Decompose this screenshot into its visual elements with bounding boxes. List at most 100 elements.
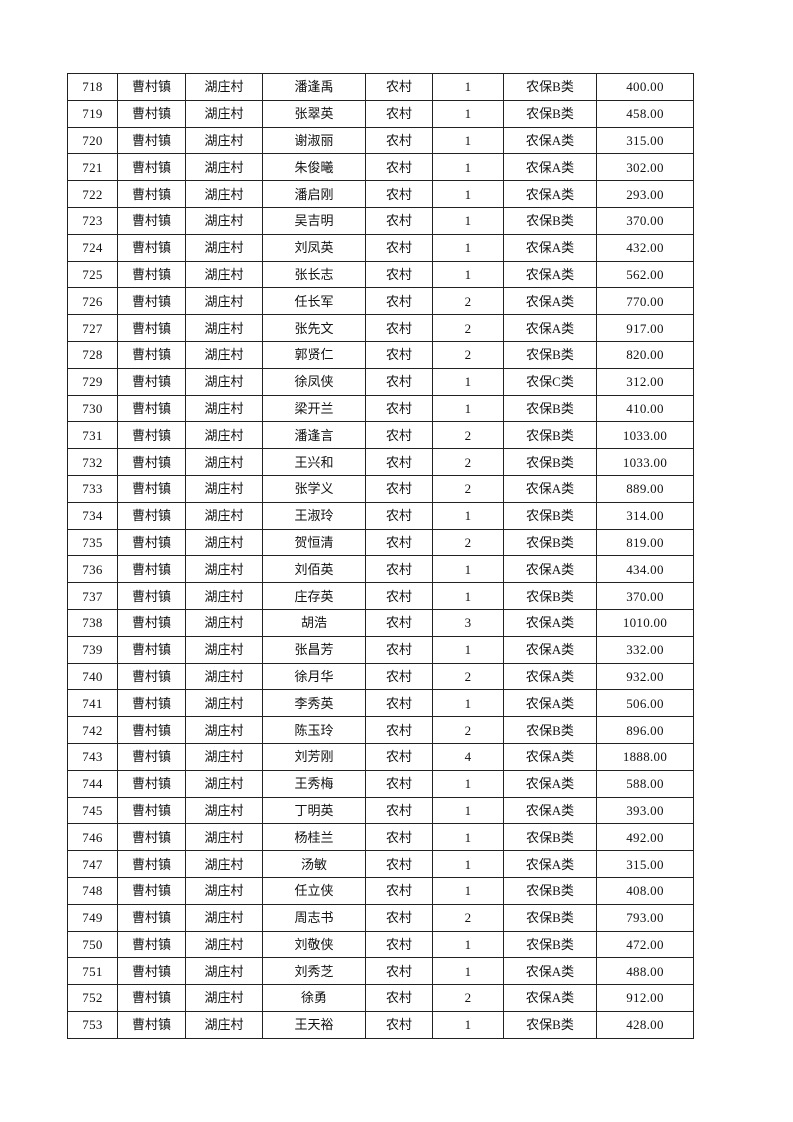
- cell-insurance-category: 农保B类: [503, 1010, 597, 1039]
- cell-person-count: 1: [432, 957, 504, 986]
- cell-town: 曹村镇: [117, 314, 186, 342]
- cell-town: 曹村镇: [117, 474, 186, 503]
- cell-row-number: 732: [67, 448, 118, 476]
- table-row: 727 曹村镇 湖庄村 张先文 农村 2 农保A类 917.00: [67, 314, 694, 342]
- cell-row-number: 727: [67, 314, 118, 342]
- cell-person-count: 1: [432, 635, 504, 664]
- cell-person-count: 1: [432, 796, 504, 825]
- table-row: 719 曹村镇 湖庄村 张翠英 农村 1 农保B类 458.00: [67, 99, 694, 128]
- cell-town: 曹村镇: [117, 260, 186, 289]
- cell-name: 贺恒清: [262, 528, 366, 557]
- cell-town: 曹村镇: [117, 180, 186, 208]
- cell-amount: 770.00: [596, 287, 694, 316]
- cell-village: 湖庄村: [185, 582, 263, 610]
- cell-name: 刘佰英: [262, 555, 366, 584]
- cell-row-number: 753: [67, 1010, 118, 1039]
- cell-name: 汤敏: [262, 850, 366, 878]
- cell-town: 曹村镇: [117, 796, 186, 825]
- cell-village: 湖庄村: [185, 421, 263, 450]
- cell-person-count: 1: [432, 126, 504, 155]
- cell-town: 曹村镇: [117, 716, 186, 744]
- table-row: 751 曹村镇 湖庄村 刘秀芝 农村 1 农保A类 488.00: [67, 957, 694, 986]
- table-row: 752 曹村镇 湖庄村 徐勇 农村 2 农保A类 912.00: [67, 984, 694, 1012]
- cell-row-number: 750: [67, 930, 118, 959]
- cell-amount: 820.00: [596, 340, 694, 369]
- cell-village: 湖庄村: [185, 528, 263, 557]
- cell-insurance-category: 农保B类: [503, 73, 597, 101]
- cell-household-type: 农村: [365, 930, 433, 959]
- table-row: 721 曹村镇 湖庄村 朱俊曦 农村 1 农保A类 302.00: [67, 153, 694, 182]
- cell-village: 湖庄村: [185, 689, 263, 718]
- table-row: 728 曹村镇 湖庄村 郭贤仁 农村 2 农保B类 820.00: [67, 340, 694, 369]
- cell-person-count: 3: [432, 608, 504, 637]
- table-row: 746 曹村镇 湖庄村 杨桂兰 农村 1 农保B类 492.00: [67, 823, 694, 852]
- cell-row-number: 739: [67, 635, 118, 664]
- cell-household-type: 农村: [365, 287, 433, 316]
- cell-household-type: 农村: [365, 474, 433, 503]
- cell-row-number: 730: [67, 394, 118, 423]
- cell-name: 刘凤英: [262, 233, 366, 262]
- cell-household-type: 农村: [365, 421, 433, 450]
- cell-amount: 315.00: [596, 126, 694, 155]
- cell-household-type: 农村: [365, 260, 433, 289]
- cell-amount: 917.00: [596, 314, 694, 342]
- cell-person-count: 4: [432, 742, 504, 771]
- cell-person-count: 1: [432, 99, 504, 128]
- cell-household-type: 农村: [365, 501, 433, 530]
- cell-household-type: 农村: [365, 850, 433, 878]
- cell-row-number: 752: [67, 984, 118, 1012]
- cell-town: 曹村镇: [117, 367, 186, 396]
- cell-amount: 932.00: [596, 662, 694, 691]
- cell-town: 曹村镇: [117, 501, 186, 530]
- cell-row-number: 745: [67, 796, 118, 825]
- cell-amount: 410.00: [596, 394, 694, 423]
- cell-person-count: 1: [432, 689, 504, 718]
- table-row: 743 曹村镇 湖庄村 刘芳刚 农村 4 农保A类 1888.00: [67, 742, 694, 771]
- cell-row-number: 729: [67, 367, 118, 396]
- cell-insurance-category: 农保A类: [503, 126, 597, 155]
- cell-name: 庄存英: [262, 582, 366, 610]
- cell-village: 湖庄村: [185, 662, 263, 691]
- cell-town: 曹村镇: [117, 876, 186, 905]
- cell-village: 湖庄村: [185, 180, 263, 208]
- cell-person-count: 1: [432, 180, 504, 208]
- cell-household-type: 农村: [365, 555, 433, 584]
- cell-village: 湖庄村: [185, 635, 263, 664]
- cell-town: 曹村镇: [117, 126, 186, 155]
- cell-name: 李秀英: [262, 689, 366, 718]
- cell-name: 陈玉玲: [262, 716, 366, 744]
- cell-amount: 314.00: [596, 501, 694, 530]
- cell-village: 湖庄村: [185, 287, 263, 316]
- table-row: 747 曹村镇 湖庄村 汤敏 农村 1 农保A类 315.00: [67, 850, 694, 878]
- cell-insurance-category: 农保A类: [503, 850, 597, 878]
- cell-insurance-category: 农保B类: [503, 501, 597, 530]
- cell-row-number: 738: [67, 608, 118, 637]
- table-row: 744 曹村镇 湖庄村 王秀梅 农村 1 农保A类 588.00: [67, 769, 694, 798]
- cell-name: 丁明英: [262, 796, 366, 825]
- table-row: 723 曹村镇 湖庄村 吴吉明 农村 1 农保B类 370.00: [67, 206, 694, 235]
- cell-person-count: 2: [432, 716, 504, 744]
- table-row: 738 曹村镇 湖庄村 胡浩 农村 3 农保A类 1010.00: [67, 608, 694, 637]
- cell-household-type: 农村: [365, 582, 433, 610]
- cell-household-type: 农村: [365, 608, 433, 637]
- cell-village: 湖庄村: [185, 903, 263, 932]
- cell-row-number: 735: [67, 528, 118, 557]
- table-row: 718 曹村镇 湖庄村 潘逢禹 农村 1 农保B类 400.00: [67, 73, 694, 101]
- cell-household-type: 农村: [365, 314, 433, 342]
- cell-insurance-category: 农保B类: [503, 930, 597, 959]
- cell-insurance-category: 农保A类: [503, 689, 597, 718]
- cell-village: 湖庄村: [185, 876, 263, 905]
- cell-town: 曹村镇: [117, 1010, 186, 1039]
- cell-household-type: 农村: [365, 689, 433, 718]
- cell-amount: 312.00: [596, 367, 694, 396]
- cell-person-count: 1: [432, 1010, 504, 1039]
- cell-insurance-category: 农保C类: [503, 367, 597, 396]
- cell-row-number: 744: [67, 769, 118, 798]
- cell-row-number: 725: [67, 260, 118, 289]
- cell-town: 曹村镇: [117, 689, 186, 718]
- cell-amount: 428.00: [596, 1010, 694, 1039]
- cell-town: 曹村镇: [117, 769, 186, 798]
- cell-village: 湖庄村: [185, 394, 263, 423]
- cell-town: 曹村镇: [117, 206, 186, 235]
- cell-household-type: 农村: [365, 716, 433, 744]
